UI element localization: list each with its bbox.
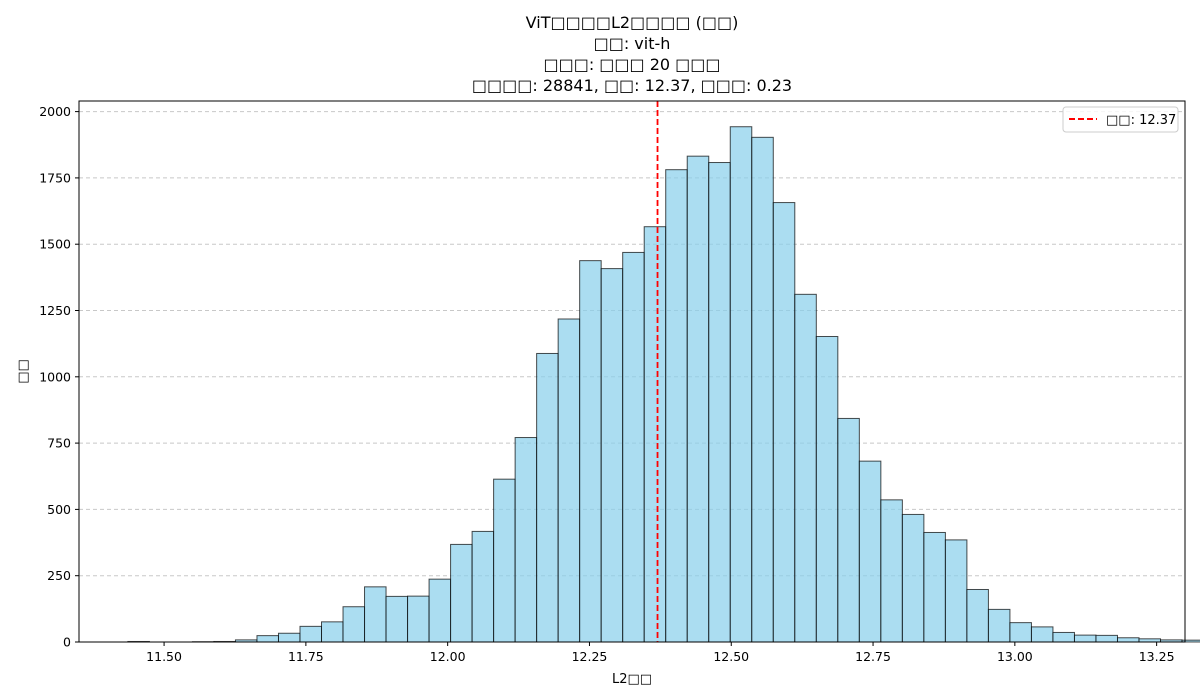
y-tick-label: 1250 bbox=[39, 303, 71, 318]
x-tick-label: 13.25 bbox=[1139, 649, 1175, 664]
histogram-bar bbox=[923, 531, 946, 643]
histogram-bar bbox=[321, 621, 344, 643]
x-tick-label: 13.00 bbox=[997, 649, 1033, 664]
x-tick-label: 12.00 bbox=[430, 649, 466, 664]
histogram-bar bbox=[514, 437, 538, 643]
histogram-bar bbox=[772, 202, 796, 643]
histogram-bar bbox=[385, 595, 409, 643]
histogram-bar bbox=[751, 136, 774, 643]
x-tick-label: 12.50 bbox=[713, 649, 749, 664]
ticks-layer: 11.50 11.75 12.00 12.25 12.50 12.75 13.00 13.25… bbox=[39, 104, 1174, 664]
y-tick-label: 750 bbox=[47, 436, 71, 451]
x-tick-label: 11.75 bbox=[288, 649, 324, 664]
legend-box bbox=[1062, 106, 1179, 133]
y-tick-label: 1500 bbox=[39, 237, 71, 252]
histogram-bar bbox=[428, 578, 452, 643]
legend-mean-label: □□: 12.37 bbox=[1106, 113, 1176, 128]
chart-title-line-4: □□□□: 28841, □□: 12.37, □□□: 0.23 bbox=[471, 76, 793, 95]
y-tick-label: 500 bbox=[47, 502, 71, 517]
axes-frame bbox=[78, 100, 1186, 643]
x-axis-label: L2□□ bbox=[612, 672, 652, 687]
histogram-bar bbox=[858, 460, 882, 643]
histogram-bar bbox=[1095, 634, 1118, 643]
y-axis-label: □□ bbox=[16, 359, 31, 384]
x-tick-label: 12.75 bbox=[855, 649, 891, 664]
histogram-bar bbox=[536, 352, 559, 643]
chart-title-line-1: ViT□□□□L2□□□□ (□□) bbox=[525, 13, 739, 32]
histogram-bar bbox=[342, 606, 366, 643]
histogram-bar bbox=[1030, 626, 1054, 643]
histogram-bar bbox=[1181, 639, 1200, 643]
x-tick-label: 11.50 bbox=[146, 649, 182, 664]
histogram-bar bbox=[256, 635, 279, 643]
histogram-bar bbox=[665, 169, 688, 643]
histogram-bar bbox=[708, 162, 731, 643]
bars-layer bbox=[127, 126, 1200, 643]
histogram-bar bbox=[471, 530, 495, 643]
histogram-bar bbox=[944, 539, 968, 643]
y-tick-label: 250 bbox=[47, 568, 71, 583]
histogram-bar bbox=[643, 226, 667, 643]
histogram-bar bbox=[966, 588, 989, 643]
y-tick-label: 0 bbox=[63, 635, 71, 650]
histogram-bar bbox=[450, 543, 473, 643]
x-tick-label: 12.25 bbox=[572, 649, 608, 664]
histogram-bar bbox=[579, 260, 602, 643]
histogram-bar bbox=[1052, 631, 1075, 643]
histogram-bar bbox=[299, 625, 323, 643]
histogram-bar bbox=[987, 608, 1011, 643]
legend: □□: 12.37 bbox=[1062, 106, 1179, 133]
y-tick-label: 1750 bbox=[39, 170, 71, 185]
histogram-bar bbox=[901, 513, 925, 643]
y-tick-label: 2000 bbox=[39, 104, 71, 119]
histogram-bar bbox=[493, 478, 516, 643]
histogram-bar bbox=[686, 155, 710, 643]
histogram-bar bbox=[1073, 634, 1097, 643]
histogram-bar bbox=[407, 595, 430, 643]
histogram-bar bbox=[837, 417, 860, 643]
histogram-bar bbox=[1116, 637, 1140, 643]
histogram-bar bbox=[364, 586, 387, 643]
histogram-bar bbox=[600, 268, 624, 643]
histogram-bar bbox=[794, 293, 817, 643]
histogram-bar bbox=[729, 126, 753, 643]
histogram-bar bbox=[622, 251, 645, 643]
chart-title-line-3: □□□: □□□ 20 □□□ bbox=[543, 55, 721, 74]
histogram-bar bbox=[815, 335, 839, 643]
histogram-bar bbox=[880, 499, 903, 643]
histogram-bar bbox=[557, 318, 581, 643]
chart-title-line-2: □□: vit-h bbox=[593, 34, 671, 53]
histogram-bar bbox=[277, 632, 301, 643]
histogram-bar bbox=[1009, 622, 1032, 643]
y-tick-label: 1000 bbox=[39, 369, 71, 384]
